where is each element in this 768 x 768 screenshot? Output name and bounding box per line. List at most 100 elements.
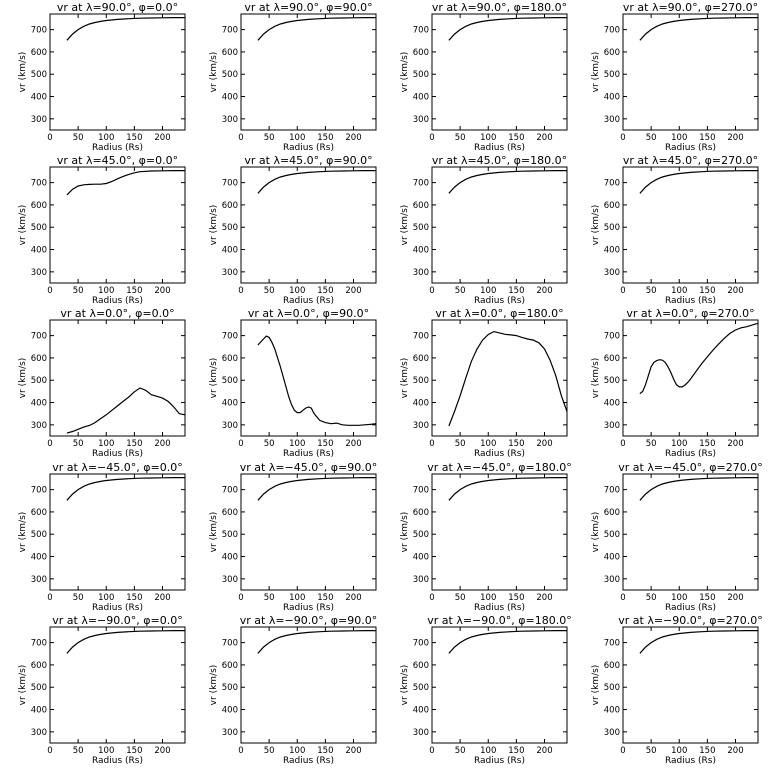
x-tick-label: 0 [620, 439, 625, 449]
x-tick-label: 0 [429, 133, 434, 143]
y-tick-label: 600 [31, 508, 47, 518]
series-line [448, 170, 567, 194]
y-tick-label: 400 [413, 553, 429, 563]
y-tick-label: 500 [222, 376, 238, 386]
x-axis-label: Radius (Rs) [665, 296, 716, 306]
y-tick-label: 400 [604, 399, 620, 409]
series-line [257, 629, 376, 654]
x-tick-label: 0 [620, 746, 625, 756]
x-tick-label: 200 [345, 593, 361, 603]
y-tick-label: 700 [31, 486, 47, 496]
plot-frame [622, 166, 759, 284]
y-tick-label: 500 [604, 530, 620, 540]
x-axis-label: Radius (Rs) [92, 603, 143, 613]
y-tick-label: 300 [413, 575, 429, 585]
x-tick-label: 200 [154, 593, 170, 603]
x-tick-label: 50 [455, 593, 466, 603]
x-tick-label: 100 [98, 439, 114, 449]
x-tick-label: 150 [508, 746, 524, 756]
y-tick-label: 400 [31, 553, 47, 563]
series-line [66, 170, 185, 196]
y-tick-label: 400 [222, 706, 238, 716]
x-tick-label: 100 [98, 746, 114, 756]
x-tick-label: 100 [289, 286, 305, 296]
x-tick-label: 150 [126, 593, 142, 603]
x-axis-label: Radius (Rs) [474, 143, 525, 153]
y-tick-label: 300 [413, 421, 429, 431]
panel-2-3: vr at λ=45.0°, φ=180.0° 0 50 100 150 200 300 40… [400, 154, 568, 306]
x-tick-label: 0 [47, 593, 52, 603]
series-line [639, 17, 758, 41]
y-tick-label: 700 [222, 639, 238, 649]
y-tick-label: 600 [222, 201, 238, 211]
y-tick-label: 700 [222, 332, 238, 342]
panel-2-1: vr at λ=45.0°, φ=0.0° 0 50 100 150 200 300 400 5… [18, 154, 186, 306]
x-axis-label: Radius (Rs) [92, 756, 143, 766]
x-tick-label: 200 [154, 286, 170, 296]
x-axis-label: Radius (Rs) [665, 603, 716, 613]
y-tick-label: 500 [222, 70, 238, 80]
panel-5-4: vr at λ=−90.0°, φ=270.0° 0 50 100 150 200 300 4… [591, 614, 763, 766]
y-tick-label: 600 [413, 201, 429, 211]
y-tick-label: 500 [31, 530, 47, 540]
y-tick-label: 300 [604, 728, 620, 738]
x-tick-label: 200 [154, 133, 170, 143]
panel-title: vr at λ=90.0°, φ=180.0° [432, 1, 567, 14]
series-line [448, 330, 568, 427]
y-axis-label: vr (km/s) [18, 52, 28, 93]
y-tick-label: 400 [604, 706, 620, 716]
x-tick-label: 200 [536, 286, 552, 296]
y-tick-label: 300 [31, 421, 47, 431]
panel-title: vr at λ=−45.0°, φ=90.0° [240, 461, 377, 474]
y-tick-label: 400 [604, 553, 620, 563]
y-tick-label: 600 [413, 508, 429, 518]
panel-title: vr at λ=−45.0°, φ=180.0° [427, 461, 571, 474]
y-tick-label: 400 [413, 399, 429, 409]
y-tick-label: 600 [413, 661, 429, 671]
panel-title: vr at λ=45.0°, φ=180.0° [432, 154, 567, 167]
x-tick-label: 200 [345, 746, 361, 756]
y-axis-label: vr (km/s) [209, 358, 219, 399]
x-tick-label: 200 [345, 286, 361, 296]
series-line [257, 477, 376, 501]
x-tick-label: 0 [238, 286, 243, 296]
x-tick-label: 0 [238, 439, 243, 449]
y-axis-label: vr (km/s) [400, 205, 410, 246]
x-tick-label: 0 [47, 746, 52, 756]
x-tick-label: 50 [73, 593, 84, 603]
y-tick-label: 400 [222, 399, 238, 409]
plot-frame [622, 473, 759, 591]
x-tick-label: 0 [47, 439, 52, 449]
y-axis-label: vr (km/s) [18, 358, 28, 399]
plot-frame [431, 473, 568, 591]
y-axis-label: vr (km/s) [400, 665, 410, 706]
y-tick-label: 700 [31, 639, 47, 649]
x-tick-label: 50 [73, 746, 84, 756]
panel-2-4: vr at λ=45.0°, φ=270.0° 0 50 100 150 200 300 40… [591, 154, 759, 306]
panel-title: vr at λ=0.0°, φ=0.0° [60, 307, 174, 320]
x-tick-label: 50 [264, 286, 275, 296]
x-tick-label: 200 [727, 133, 743, 143]
panel-title: vr at λ=−90.0°, φ=270.0° [618, 614, 762, 627]
x-axis-label: Radius (Rs) [92, 449, 143, 459]
y-tick-label: 500 [413, 223, 429, 233]
y-tick-label: 700 [604, 332, 620, 342]
x-axis-label: Radius (Rs) [92, 296, 143, 306]
x-tick-label: 100 [671, 593, 687, 603]
series-line [448, 17, 567, 41]
y-tick-label: 300 [413, 268, 429, 278]
x-axis-label: Radius (Rs) [665, 756, 716, 766]
y-tick-label: 500 [604, 70, 620, 80]
x-tick-label: 150 [317, 593, 333, 603]
x-tick-label: 150 [508, 286, 524, 296]
plot-frame [431, 13, 568, 131]
panel-3-3: vr at λ=0.0°, φ=180.0° 0 50 100 150 200 300 400… [400, 307, 568, 459]
plot-frame [622, 626, 759, 744]
y-axis-label: vr (km/s) [591, 512, 601, 553]
x-tick-label: 100 [671, 133, 687, 143]
plot-frame [49, 319, 186, 437]
y-axis-label: vr (km/s) [209, 52, 219, 93]
plot-frame [49, 473, 186, 591]
x-tick-label: 150 [508, 439, 524, 449]
x-tick-label: 150 [317, 439, 333, 449]
